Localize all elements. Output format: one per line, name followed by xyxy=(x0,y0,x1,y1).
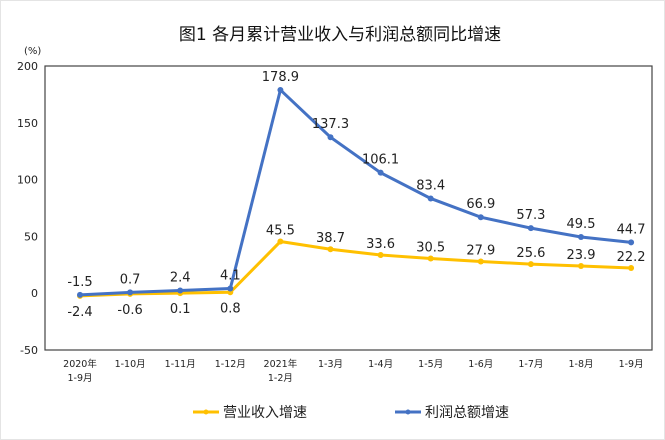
data-label: 178.9 xyxy=(262,70,299,85)
data-point xyxy=(377,252,384,259)
data-label: 2.4 xyxy=(170,270,191,285)
data-label: 106.1 xyxy=(362,153,399,168)
data-point xyxy=(628,239,635,246)
data-label: 27.9 xyxy=(466,244,495,259)
data-label: 30.5 xyxy=(416,241,445,256)
data-point xyxy=(227,285,234,292)
y-tick-label: -50 xyxy=(20,344,38,357)
data-point xyxy=(527,225,534,232)
data-label: -1.5 xyxy=(67,275,92,290)
x-tick-label: 1-4月 xyxy=(368,359,393,370)
data-label: 23.9 xyxy=(567,248,596,263)
x-tick-label: 2020年 xyxy=(63,358,97,370)
data-label: 66.9 xyxy=(466,197,495,212)
data-label: 0.8 xyxy=(220,301,241,316)
y-axis-unit: (%) xyxy=(24,46,41,57)
data-point xyxy=(578,233,584,240)
data-label: 49.5 xyxy=(567,217,596,232)
data-label: 57.3 xyxy=(516,208,545,223)
data-point xyxy=(477,214,484,221)
x-tick-label: 1-9月 xyxy=(619,359,644,370)
data-label: 0.7 xyxy=(120,272,141,287)
x-tick-label: 2021年 xyxy=(264,358,298,370)
data-label: 137.3 xyxy=(312,117,349,132)
x-tick-label: 1-12月 xyxy=(215,359,246,370)
chart-title: 图1 各月累计营业收入与利润总额同比增速 xyxy=(179,25,501,45)
data-point xyxy=(277,238,284,245)
x-tick-label: 1-2月 xyxy=(268,373,293,384)
data-label: -0.6 xyxy=(117,303,142,318)
legend-marker xyxy=(405,409,411,415)
data-label: 4.1 xyxy=(220,269,241,284)
data-label: 45.5 xyxy=(266,224,295,239)
x-tick-label: 1-5月 xyxy=(418,359,443,370)
data-label: -2.4 xyxy=(67,305,92,320)
legend-label: 利润总额增速 xyxy=(425,405,509,421)
data-point xyxy=(77,291,83,298)
data-label: 33.6 xyxy=(366,237,395,252)
series-line-1 xyxy=(79,239,632,298)
y-tick-label: 100 xyxy=(17,174,38,187)
data-point xyxy=(377,169,384,176)
data-label: 38.7 xyxy=(316,231,345,246)
data-point xyxy=(127,289,134,296)
data-label: 83.4 xyxy=(416,178,445,193)
data-label: 0.1 xyxy=(170,302,191,317)
y-tick-label: 0 xyxy=(31,287,38,300)
x-tick-label: 1-10月 xyxy=(115,359,146,370)
data-point xyxy=(527,261,534,268)
data-point xyxy=(427,255,434,262)
x-tick-label: 1-8月 xyxy=(568,359,593,370)
data-point xyxy=(477,258,484,265)
data-point xyxy=(177,287,184,294)
y-tick-label: 50 xyxy=(24,230,38,243)
data-point xyxy=(628,264,635,271)
data-label: 44.7 xyxy=(617,222,646,237)
data-point xyxy=(327,134,334,141)
x-tick-label: 1-11月 xyxy=(165,359,196,370)
data-point xyxy=(578,263,584,270)
legend-label: 营业收入增速 xyxy=(223,405,307,421)
x-tick-label: 1-7月 xyxy=(518,359,543,370)
x-tick-label: 1-3月 xyxy=(318,359,343,370)
legend-marker xyxy=(203,409,209,415)
y-tick-label: 200 xyxy=(17,60,38,73)
y-tick-label: 150 xyxy=(17,117,38,130)
x-tick-label: 1-9月 xyxy=(67,373,92,384)
data-point xyxy=(427,195,434,202)
data-point xyxy=(277,86,284,93)
data-label: 25.6 xyxy=(516,246,545,261)
series-line-2 xyxy=(79,87,632,297)
data-point xyxy=(327,246,334,253)
plot-area xyxy=(44,65,653,351)
data-label: 22.2 xyxy=(617,250,646,265)
x-tick-label: 1-6月 xyxy=(468,359,493,370)
